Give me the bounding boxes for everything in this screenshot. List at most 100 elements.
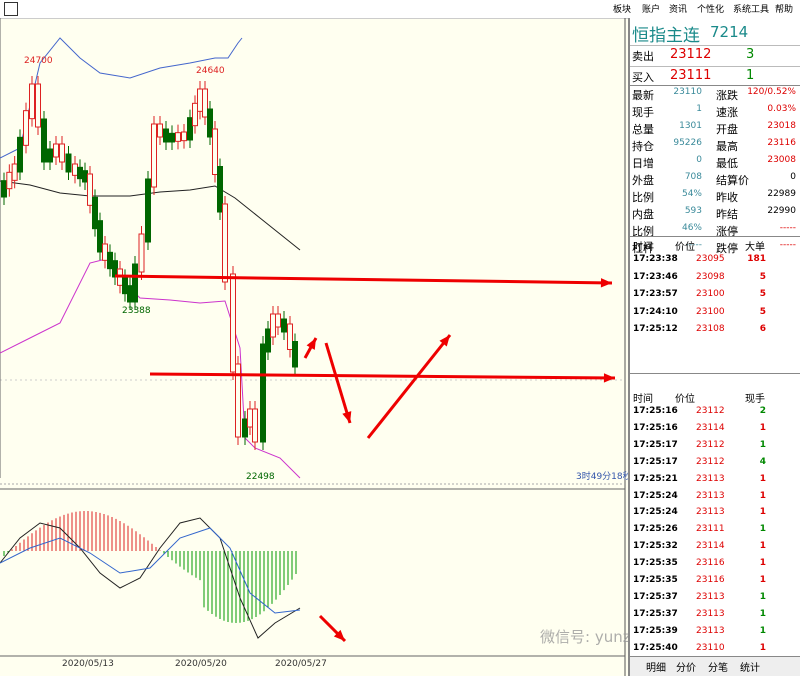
candle-body [127,285,133,303]
trade-time: 17:23:57 [633,289,678,299]
trade-qty: 4 [759,456,766,467]
arrow-head [600,278,612,288]
candle-body [47,148,53,163]
price-label: 23388 [122,306,151,316]
candle-body [107,251,113,270]
trade-qty: 1 [759,439,766,450]
trade-time: 17:25:32 [633,541,678,552]
book-qty: 3 [746,47,755,62]
trade-price: 23113 [696,591,725,602]
trade-time: 17:25:35 [633,558,678,569]
candle-body [102,243,108,261]
candle-body [281,318,287,333]
date-label: 2020/05/27 [275,659,327,669]
quote-label: 涨跌 [716,89,738,102]
arrow-head [306,338,316,350]
quote-value: 23116 [767,138,796,148]
annotation-arrow [324,342,352,424]
trade-qty: 1 [759,507,766,518]
candle-body [292,341,298,368]
trade-qty: 2 [759,406,766,416]
candle-body [65,153,72,173]
candle-body [217,166,223,213]
lower-band [0,257,301,479]
trade-time: 17:25:37 [633,591,678,602]
quote-value: 593 [684,206,702,216]
instrument-code: 7214 [710,23,749,41]
quote-label: 速涨 [716,106,738,119]
quote-label: 昨收 [716,191,738,204]
quote-label: 最低 [716,157,738,170]
candle-body [207,108,213,138]
kline-chart: 24700 24640 23388 22498 3时49分18秒 2020/05/13 20… [0,18,628,676]
trade-price: 23112 [696,439,725,450]
trade-time: 17:25:16 [633,422,678,433]
trade-qty: 1 [759,473,766,484]
trade-qty: 1 [759,558,766,569]
candle-body [138,233,145,273]
book-price: 23112 [670,47,712,62]
trade-price: 23095 [696,254,725,264]
candle-body [145,178,151,243]
tab[interactable]: 明细 [646,663,666,674]
candle-body [122,276,128,295]
instrument-name: 恒指主连 [632,26,700,46]
table-header: 时间 [633,242,653,253]
book-row [630,66,800,87]
candle-body [151,123,157,188]
trade-qty: 5 [759,289,766,299]
trade-qty: 1 [759,524,766,535]
tab[interactable]: 分笔 [708,663,728,674]
quote-label: 昨结 [716,208,738,221]
candle-body [17,136,23,173]
table-header: 价位 [675,394,695,405]
menu-item[interactable]: 系统工具 [733,5,770,15]
quote-label: 最新 [632,89,654,102]
menu-item[interactable]: 个性化 [697,5,725,15]
quote-label: 持仓 [632,140,654,153]
candle-body [222,203,228,283]
menu-item[interactable]: 账户 [642,5,661,15]
trade-price: 23113 [696,625,725,636]
trade-qty: 1 [759,591,766,602]
quote-label: 内盘 [632,208,654,221]
candle-body [287,323,293,350]
quote-value: 0.03% [767,104,796,114]
quote-label: 涨停 [716,225,738,238]
trade-time: 17:25:35 [633,575,678,585]
candle-body [230,273,236,373]
trade-time: 17:25:39 [633,625,678,636]
table-header: 时间 [633,394,653,405]
table-header: 现手 [745,394,765,405]
trade-time: 17:25:37 [633,608,678,619]
quote-value: ----- [779,240,796,250]
tab[interactable]: 统计 [740,663,760,674]
trade-qty: 6 [759,324,766,334]
trade-price: 23113 [696,507,725,518]
tab[interactable]: 分价 [676,663,696,674]
quote-label: 外盘 [632,174,654,187]
menu-item[interactable]: 板块 [613,5,632,15]
trade-price: 23113 [696,608,725,619]
trade-time: 17:23:38 [633,254,678,264]
menu-icon[interactable] [4,2,18,16]
candle-body [132,263,138,303]
candle-body [11,163,18,181]
price-label: 24640 [196,66,225,76]
quote-value: 46% [681,223,702,233]
quote-value: 22990 [767,206,796,216]
menu-item[interactable]: 资讯 [669,5,688,15]
trade-time: 17:25:16 [633,406,678,416]
arrow-head [439,335,450,347]
candle-body [265,328,271,353]
trade-price: 23116 [696,575,725,585]
annotation-arrow [114,274,613,285]
trade-time: 17:25:21 [633,473,678,484]
price-label: 22498 [246,472,275,482]
candle-body [270,313,276,338]
menu-item[interactable]: 帮助 [775,5,794,15]
candle-body [275,313,281,328]
trade-price: 23116 [696,558,725,569]
candle-body [175,132,181,142]
